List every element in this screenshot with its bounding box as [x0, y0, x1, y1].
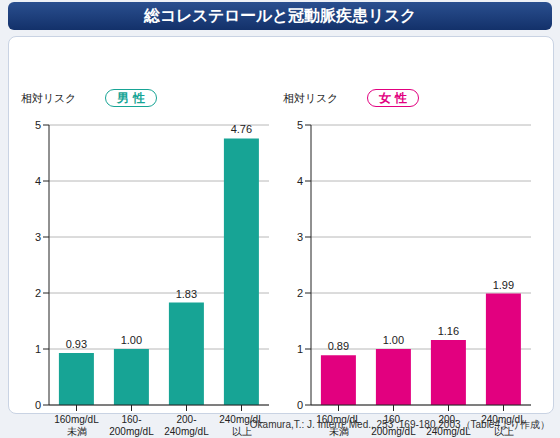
svg-text:1.00: 1.00 [121, 334, 142, 346]
html-text:相対リスク: 相対リスク [283, 92, 338, 104]
html-text:240mg/dL: 240mg/dL [219, 414, 264, 425]
svg-text:200-240mg/dL: 200-240mg/dL [164, 414, 209, 437]
svg-text:3: 3 [297, 231, 303, 243]
svg-text:1: 1 [297, 343, 303, 355]
svg-text:3: 3 [35, 231, 41, 243]
svg-text:4: 4 [35, 175, 41, 187]
svg-text:1: 1 [35, 343, 41, 355]
html-text:240mg/dL: 240mg/dL [481, 414, 526, 425]
html-text:総コレステロールと冠動脈疾患リスク: 総コレステロールと冠動脈疾患リスク [144, 7, 416, 24]
html-text:Okamura,T.: J. Intern. Med., 2: Okamura,T.: J. Intern. Med., 253 ,169-18… [249, 419, 550, 430]
svg-text:160-200mg/dL: 160-200mg/dL [109, 414, 154, 437]
svg-text:2: 2 [297, 287, 303, 299]
svg-text:4.76: 4.76 [231, 123, 252, 135]
html-text:以上: 以上 [493, 426, 514, 437]
svg-text:5: 5 [297, 119, 303, 131]
svg-text:0.93: 0.93 [66, 338, 87, 350]
svg-text:1.00: 1.00 [383, 334, 404, 346]
html-text:160-: 160- [383, 414, 404, 425]
html-text:以上: 以上 [231, 426, 252, 437]
html-text:160mg/dL: 160mg/dL [316, 414, 361, 425]
svg-text:0: 0 [297, 399, 303, 411]
html-text:相対リスク: 相対リスク [21, 92, 76, 104]
svg-text:4: 4 [297, 175, 303, 187]
html-text:男 性: 男 性 [117, 91, 145, 105]
html-text:240mg/dL: 240mg/dL [426, 426, 471, 437]
svg-text:0.89: 0.89 [328, 340, 349, 352]
html-text:未満: 未満 [328, 426, 349, 437]
svg-text:1.99: 1.99 [493, 279, 514, 291]
svg-text:5: 5 [35, 119, 41, 131]
html-text:女 性: 女 性 [379, 91, 407, 105]
svg-text:160mg/dL未満: 160mg/dL未満 [54, 414, 99, 437]
svg-text:1.83: 1.83 [176, 288, 197, 300]
svg-text:1.16: 1.16 [438, 325, 459, 337]
svg-text:2: 2 [35, 287, 41, 299]
html-text:200mg/dL: 200mg/dL [371, 426, 416, 437]
html-text:200-: 200- [438, 414, 459, 425]
svg-text:0: 0 [35, 399, 41, 411]
